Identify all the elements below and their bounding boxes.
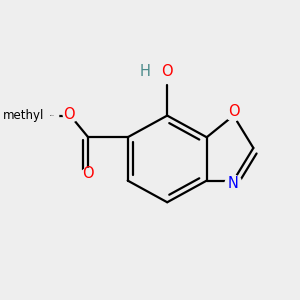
Text: H: H: [140, 64, 151, 79]
Text: O: O: [228, 104, 239, 119]
Circle shape: [63, 107, 79, 122]
Text: O: O: [63, 107, 75, 122]
Circle shape: [142, 58, 170, 86]
Circle shape: [37, 105, 58, 126]
Circle shape: [80, 168, 96, 184]
Text: methyl: methyl: [50, 115, 55, 116]
Text: methyl: methyl: [3, 109, 44, 122]
Text: O: O: [82, 166, 94, 181]
Text: N: N: [228, 176, 239, 191]
Text: O: O: [161, 64, 173, 79]
Circle shape: [225, 103, 242, 121]
Circle shape: [225, 175, 242, 192]
